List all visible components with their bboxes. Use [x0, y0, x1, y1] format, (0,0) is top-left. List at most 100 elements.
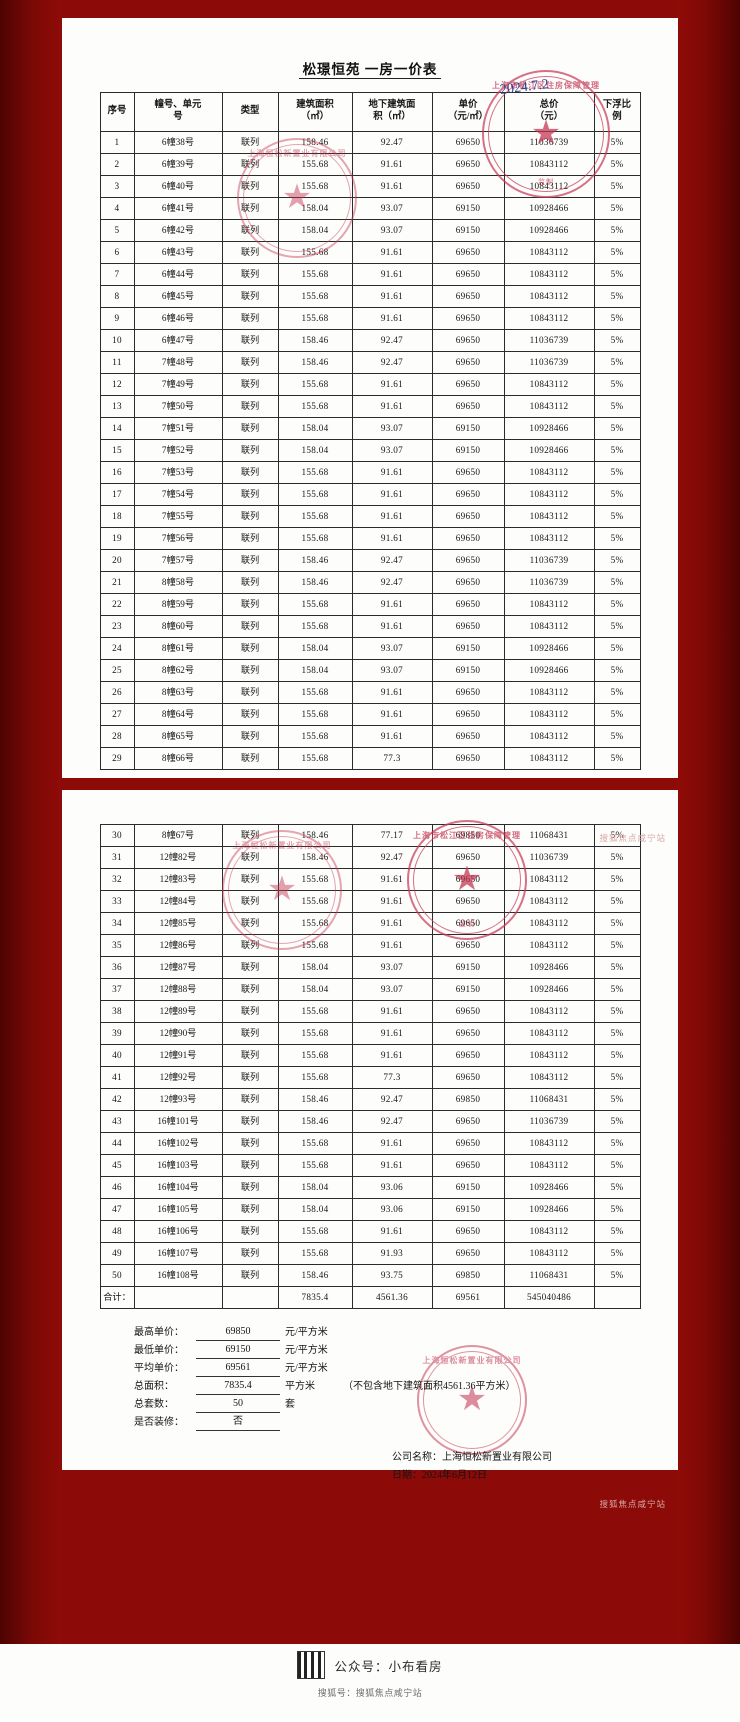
cell-unit: 16幢103号: [133, 1154, 223, 1177]
cell-total-price: 10928466: [503, 1176, 595, 1199]
cell-index: 40: [99, 1044, 135, 1067]
cell-type: 联列: [221, 549, 279, 572]
company-name-row: 公司名称：上海恒松新置业有限公司: [392, 1449, 678, 1467]
cell-total-price: 10843112: [503, 263, 595, 286]
cell-total-price: 11036739: [503, 329, 595, 352]
cell-area: 158.46: [277, 846, 353, 869]
cell-unit-price: 69650: [431, 373, 505, 396]
table-row: 44 16幢102号 联列 155.68 91.61 69650 10843112 5%: [99, 1132, 641, 1155]
table-row: 31 12幢82号 联列 158.46 92.47 69650 11036739 5%: [99, 846, 641, 869]
cell-area: 155.68: [277, 1022, 353, 1045]
cell-unit: 8幢58号: [133, 571, 223, 594]
cell-area: 155.68: [277, 483, 353, 506]
company-name-value: 上海恒松新置业有限公司: [442, 1452, 552, 1463]
cell-index: 41: [99, 1066, 135, 1089]
cell-unit-price: 69850: [431, 1088, 505, 1111]
cell-type: 联列: [221, 593, 279, 616]
table-body-page-2: 30 8幢67号 联列 158.46 77.17 69850 11068431 5% 31 12幢…: [99, 824, 641, 1309]
cell-unit: 12幢87号: [133, 956, 223, 979]
cell-type: 联列: [221, 978, 279, 1001]
table-row: 20 7幢57号 联列 158.46 92.47 69650 11036739 5%: [99, 549, 641, 572]
cell-unit: 7幢53号: [133, 461, 223, 484]
summary-value: 50: [196, 1395, 280, 1413]
cell-unit-price: 69150: [431, 659, 505, 682]
table-row: 17 7幢54号 联列 155.68 91.61 69650 10843112 5%: [99, 483, 641, 506]
page-title-text: 松璟恒苑 一房一价表: [298, 62, 442, 79]
cell-index: 19: [99, 527, 135, 550]
table-row: 29 8幢66号 联列 155.68 77.3 69650 10843112 5%: [99, 747, 641, 770]
table-row: 48 16幢106号 联列 155.68 91.61 69650 10843112 5%: [99, 1220, 641, 1243]
cell-unit-price: 69650: [431, 1044, 505, 1067]
cell-area: 155.68: [277, 1242, 353, 1265]
cell-discount: 5%: [593, 241, 641, 264]
cell-basement-area: 91.61: [351, 681, 433, 704]
cell-total-price: 10843112: [503, 681, 595, 704]
cell-area: 155.68: [277, 725, 353, 748]
cell-area: 155.68: [277, 263, 353, 286]
summary-value: 7835.4: [196, 1377, 280, 1395]
cell-type: 联列: [221, 219, 279, 242]
cell-type: 联列: [221, 615, 279, 638]
company-date-label: 日期：: [392, 1470, 422, 1481]
cell-unit: 16幢104号: [133, 1176, 223, 1199]
cell-basement-area: 91.61: [351, 725, 433, 748]
cell-type: 联列: [221, 1088, 279, 1111]
cell-total-price: 10843112: [503, 934, 595, 957]
cell-area: 155.68: [277, 890, 353, 913]
table-row: 6 6幢43号 联列 155.68 91.61 69650 10843112 5%: [99, 241, 641, 264]
cell-basement-area: 91.61: [351, 307, 433, 330]
cell-basement-area: 91.61: [351, 1022, 433, 1045]
cell-total-price: 10843112: [503, 483, 595, 506]
cell-type: 联列: [221, 868, 279, 891]
cell-unit-price: 69150: [431, 197, 505, 220]
cell-unit-price: 69650: [431, 1022, 505, 1045]
col-header-basement-area: 地下建筑面 积（㎡）: [351, 92, 433, 132]
table-row: 7 6幢44号 联列 155.68 91.61 69650 10843112 5%: [99, 263, 641, 286]
cell-discount: 5%: [593, 219, 641, 242]
cell-area: 155.68: [277, 615, 353, 638]
cell-type: 联列: [221, 241, 279, 264]
page-title: 松璟恒苑 一房一价表: [62, 18, 678, 92]
cell-discount: 5%: [593, 351, 641, 374]
cell-type: 联列: [221, 1044, 279, 1067]
cell-unit-price: 69150: [431, 1198, 505, 1221]
cell-discount: 5%: [593, 1044, 641, 1067]
cell-discount: 5%: [593, 307, 641, 330]
cell-basement-area: 91.61: [351, 285, 433, 308]
table-row: 37 12幢88号 联列 158.04 93.07 69150 10928466 5%: [99, 978, 641, 1001]
cell-unit-price: 69650: [431, 1000, 505, 1023]
cell-area: 158.04: [277, 1198, 353, 1221]
table-row: 13 7幢50号 联列 155.68 91.61 69650 10843112 5%: [99, 395, 641, 418]
cell-unit-price: 69650: [431, 1066, 505, 1089]
cell-unit-price: 69650: [431, 263, 505, 286]
cell-type: 联列: [221, 1198, 279, 1221]
cell-discount: 5%: [593, 153, 641, 176]
cell-index: 4: [99, 197, 135, 220]
cell-unit: 8幢67号: [133, 824, 223, 847]
cell-unit-price: 69650: [431, 461, 505, 484]
cell-unit-price: 69650: [431, 934, 505, 957]
cell-area: 158.46: [277, 351, 353, 374]
cell-unit-price: 69150: [431, 219, 505, 242]
cell-type: 联列: [221, 307, 279, 330]
cell-area: 158.46: [277, 1264, 353, 1287]
cell-index: 42: [99, 1088, 135, 1111]
cell-total-price: 10843112: [503, 175, 595, 198]
cell-basement-area: 92.47: [351, 571, 433, 594]
cell-area: 158.04: [277, 219, 353, 242]
cell-index: 49: [99, 1242, 135, 1265]
cell-unit: 12幢83号: [133, 868, 223, 891]
cell-area: 155.68: [277, 912, 353, 935]
cell-unit: 7幢56号: [133, 527, 223, 550]
cell-discount: 5%: [593, 1022, 641, 1045]
cell-unit-price: 69650: [431, 395, 505, 418]
cell-total-price: 10928466: [503, 197, 595, 220]
watermark-right-2: 搜狐焦点咸宁站: [599, 1499, 666, 1509]
cell-index: 18: [99, 505, 135, 528]
cell-discount: 5%: [593, 846, 641, 869]
cell-unit: 7幢55号: [133, 505, 223, 528]
cell-unit-price: 69650: [431, 131, 505, 154]
cell-type: 联列: [221, 890, 279, 913]
cell-area: 158.46: [277, 329, 353, 352]
cell-total-price: 10843112: [503, 1044, 595, 1067]
